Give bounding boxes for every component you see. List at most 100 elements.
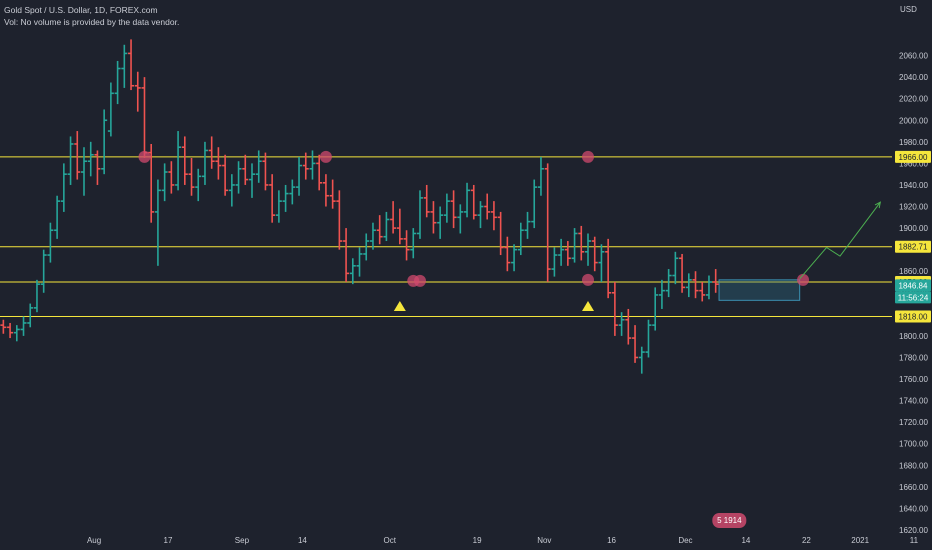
ohlc-bar xyxy=(222,154,229,196)
x-tick-label: 14 xyxy=(298,536,307,545)
y-tick-label: 1940.00 xyxy=(899,181,928,190)
ohlc-bar xyxy=(564,241,571,266)
current-price-tag: 1846.84 xyxy=(895,279,931,292)
ohlc-bar xyxy=(571,228,578,263)
ohlc-bar xyxy=(390,201,397,234)
ohlc-bar xyxy=(665,269,672,298)
ohlc-bar xyxy=(598,244,605,282)
y-tick-label: 1640.00 xyxy=(899,504,928,513)
level-tag-1-text: 1882.71 xyxy=(899,243,928,252)
ohlc-bar xyxy=(356,247,363,277)
ohlc-bars xyxy=(0,39,719,374)
ohlc-bar xyxy=(275,190,282,223)
ohlc-bar xyxy=(296,156,303,196)
ohlc-bar xyxy=(497,211,504,256)
ohlc-bar xyxy=(282,184,289,212)
ohlc-bar xyxy=(537,156,544,196)
y-tick-label: 1760.00 xyxy=(899,375,928,384)
ohlc-bar xyxy=(672,251,679,285)
ohlc-bar xyxy=(141,77,148,158)
x-tick-label: 19 xyxy=(473,536,482,545)
ohlc-bar xyxy=(457,204,464,234)
ohlc-bar xyxy=(430,201,437,234)
current-price-tag-text: 1846.84 xyxy=(899,281,928,290)
ohlc-bar xyxy=(591,236,598,272)
level-tag-0-text: 1966.00 xyxy=(899,153,928,162)
ohlc-bar xyxy=(114,60,121,105)
ohlc-bar xyxy=(403,230,410,261)
marker-circle xyxy=(414,274,426,287)
ohlc-bar xyxy=(74,131,81,180)
y-tick-label: 1800.00 xyxy=(899,332,928,341)
ohlc-bar xyxy=(54,195,61,239)
marker-circle xyxy=(138,150,151,163)
level-tag-0: 1966.00 xyxy=(895,150,931,163)
level-tag-3-text: 1818.00 xyxy=(899,313,928,322)
ohlc-bar xyxy=(605,238,612,299)
projection-arrowhead xyxy=(874,201,882,209)
y-tick-label: 1860.00 xyxy=(899,267,928,276)
ohlc-bar xyxy=(235,161,242,194)
ohlc-bar xyxy=(638,346,645,374)
ohlc-bar xyxy=(188,158,195,196)
level-tag-1: 1882.71 xyxy=(895,240,931,253)
ohlc-bar xyxy=(60,163,67,212)
y-tick-label: 2020.00 xyxy=(899,95,928,104)
marker-circle xyxy=(582,273,594,286)
ohlc-bar xyxy=(101,109,108,175)
ohlc-bar xyxy=(484,193,491,220)
countdown-tag: 11:56:24 xyxy=(895,291,931,304)
level-tag-1-bg xyxy=(895,240,931,253)
session-badge: 5 1914 xyxy=(712,513,747,528)
ohlc-bar xyxy=(7,322,14,339)
ohlc-bar xyxy=(443,193,450,223)
ohlc-bar xyxy=(652,287,659,331)
ohlc-bar xyxy=(544,163,551,282)
up-arrow-icon xyxy=(393,300,406,311)
y-tick-label: 1900.00 xyxy=(899,224,928,233)
ohlc-bar xyxy=(517,222,524,256)
y-tick-label: 1700.00 xyxy=(899,440,928,449)
ohlc-bar xyxy=(148,143,155,223)
y-tick-label: 2000.00 xyxy=(899,116,928,125)
symbol-title: Gold Spot / U.S. Dollar, 1D, FOREX.com xyxy=(4,5,158,15)
marker-circle xyxy=(797,273,810,286)
currency-selector[interactable]: USD xyxy=(900,5,926,17)
y-tick-label: 1920.00 xyxy=(899,203,928,212)
x-tick-label: 2021 xyxy=(851,536,869,545)
markers xyxy=(138,150,810,311)
ohlc-bar xyxy=(705,275,712,300)
currency-label[interactable]: USD xyxy=(900,5,917,14)
consolidation-box xyxy=(718,279,801,301)
ohlc-bar xyxy=(13,325,20,342)
ohlc-bar xyxy=(107,82,114,137)
level-tag-3-bg xyxy=(895,310,931,323)
ohlc-bar xyxy=(524,211,531,239)
x-tick-label: Dec xyxy=(678,536,692,545)
ohlc-bar xyxy=(692,271,699,299)
ohlc-bar xyxy=(685,273,692,298)
ohlc-bar xyxy=(490,201,497,231)
ohlc-bar xyxy=(47,222,54,263)
y-tick-label: 1680.00 xyxy=(899,461,928,470)
ohlc-bar xyxy=(376,215,383,245)
ohlc-bar xyxy=(712,269,719,293)
ohlc-bar xyxy=(168,161,175,194)
ohlc-bar xyxy=(262,152,269,191)
countdown-tag-bg xyxy=(895,291,931,304)
ohlc-bar xyxy=(322,174,329,207)
ohlc-bar xyxy=(410,228,417,259)
ohlc-bar xyxy=(578,225,585,261)
ohlc-bar xyxy=(81,147,87,196)
x-tick-label: 11 xyxy=(910,536,919,545)
x-tick-label: 16 xyxy=(607,536,616,545)
time-axis[interactable]: Aug 17 Sep 14 Oct 19 Nov 16 Dec 14 22 2021 11 xyxy=(87,536,919,545)
ohlc-bar xyxy=(134,71,141,112)
ohlc-bar xyxy=(423,184,430,218)
volume-note: Vol: No volume is provided by the data v… xyxy=(4,17,180,27)
ohlc-bar xyxy=(242,154,249,185)
ohlc-bar xyxy=(215,147,222,180)
ohlc-bar xyxy=(558,238,565,266)
ohlc-bar xyxy=(161,163,168,202)
